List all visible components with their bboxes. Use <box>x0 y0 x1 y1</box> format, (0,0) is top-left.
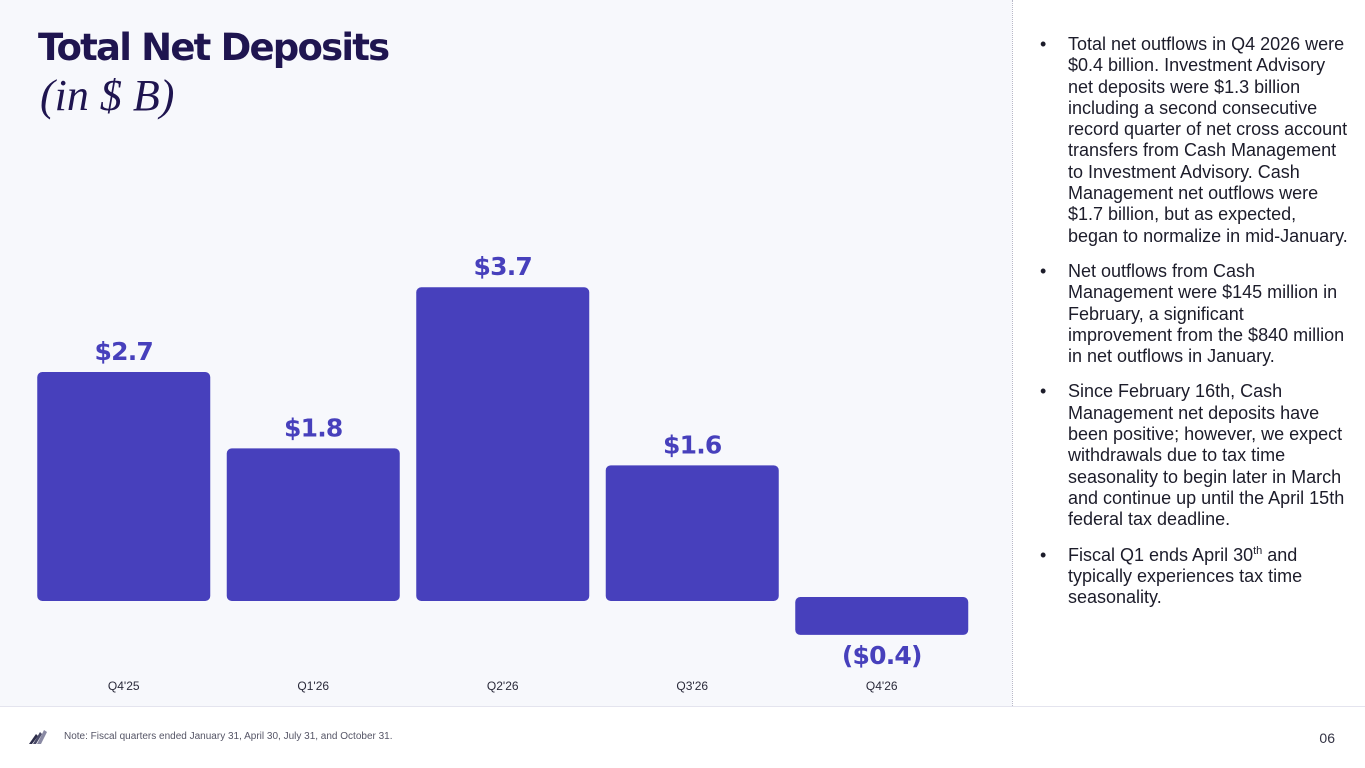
bullet-text: Net outflows from Cash Management were $… <box>1068 260 1345 367</box>
bullet-item-4: • Fiscal Q1 ends April 30th and typicall… <box>1040 545 1350 609</box>
bar-q4-26 <box>795 597 969 635</box>
bullet-item-3: • Since February 16th, Cash Management n… <box>1040 381 1350 530</box>
vertical-divider <box>1012 0 1013 706</box>
bullet-dot-icon: • <box>1040 260 1047 281</box>
slide-title: Total Net Deposits <box>38 26 390 69</box>
footnote: Note: Fiscal quarters ended January 31, … <box>64 731 393 742</box>
x-tick-label: Q2'26 <box>487 679 519 693</box>
bullet-dot-icon: • <box>1040 381 1047 402</box>
footer-divider <box>0 706 1365 707</box>
bullet-text-rest: and typically experiences tax time seaso… <box>1068 544 1303 608</box>
bullet-text: Total net outflows in Q4 2026 were $0.4 … <box>1068 34 1348 246</box>
bullet-text-main: Fiscal Q1 ends April 30 <box>1068 544 1254 565</box>
bullet-text: Fiscal Q1 ends April 30th and typically … <box>1068 545 1302 608</box>
bullet-dot-icon: • <box>1040 544 1047 565</box>
ordinal-superscript: th <box>1253 544 1263 557</box>
bar-value-label: $2.7 <box>95 337 153 366</box>
bullet-item-1: • Total net outflows in Q4 2026 were $0.… <box>1040 34 1350 247</box>
bullet-item-2: • Net outflows from Cash Management were… <box>1040 261 1350 367</box>
page-number: 06 <box>1319 730 1335 746</box>
x-tick-label: Q4'25 <box>108 679 140 693</box>
x-tick-label: Q4'26 <box>866 679 898 693</box>
slide-subtitle: (in $ B) <box>40 71 175 120</box>
bar-value-label: $1.6 <box>663 430 722 459</box>
bullet-dot-icon: • <box>1040 34 1047 54</box>
bar-value-label: $3.7 <box>474 252 532 281</box>
net-deposits-bar-chart: $2.7 Q4'25 $1.8 Q1'26 $3.7 Q2'26 $1.6 Q3'26 ($0.… <box>37 252 969 693</box>
bar-q4-25 <box>37 372 211 601</box>
bullet-text: Since February 16th, Cash Management net… <box>1068 381 1345 530</box>
bar-q2-26 <box>416 287 590 601</box>
bar-value-label: $1.8 <box>284 413 342 442</box>
x-tick-label: Q3'26 <box>676 679 708 693</box>
company-logo-icon <box>29 730 47 744</box>
bar-q1-26 <box>226 448 400 601</box>
bar-value-label: ($0.4) <box>842 641 922 670</box>
bar-q3-26 <box>605 465 779 601</box>
x-tick-label: Q1'26 <box>297 679 329 693</box>
commentary-bullets: • Total net outflows in Q4 2026 were $0.… <box>1040 34 1350 622</box>
